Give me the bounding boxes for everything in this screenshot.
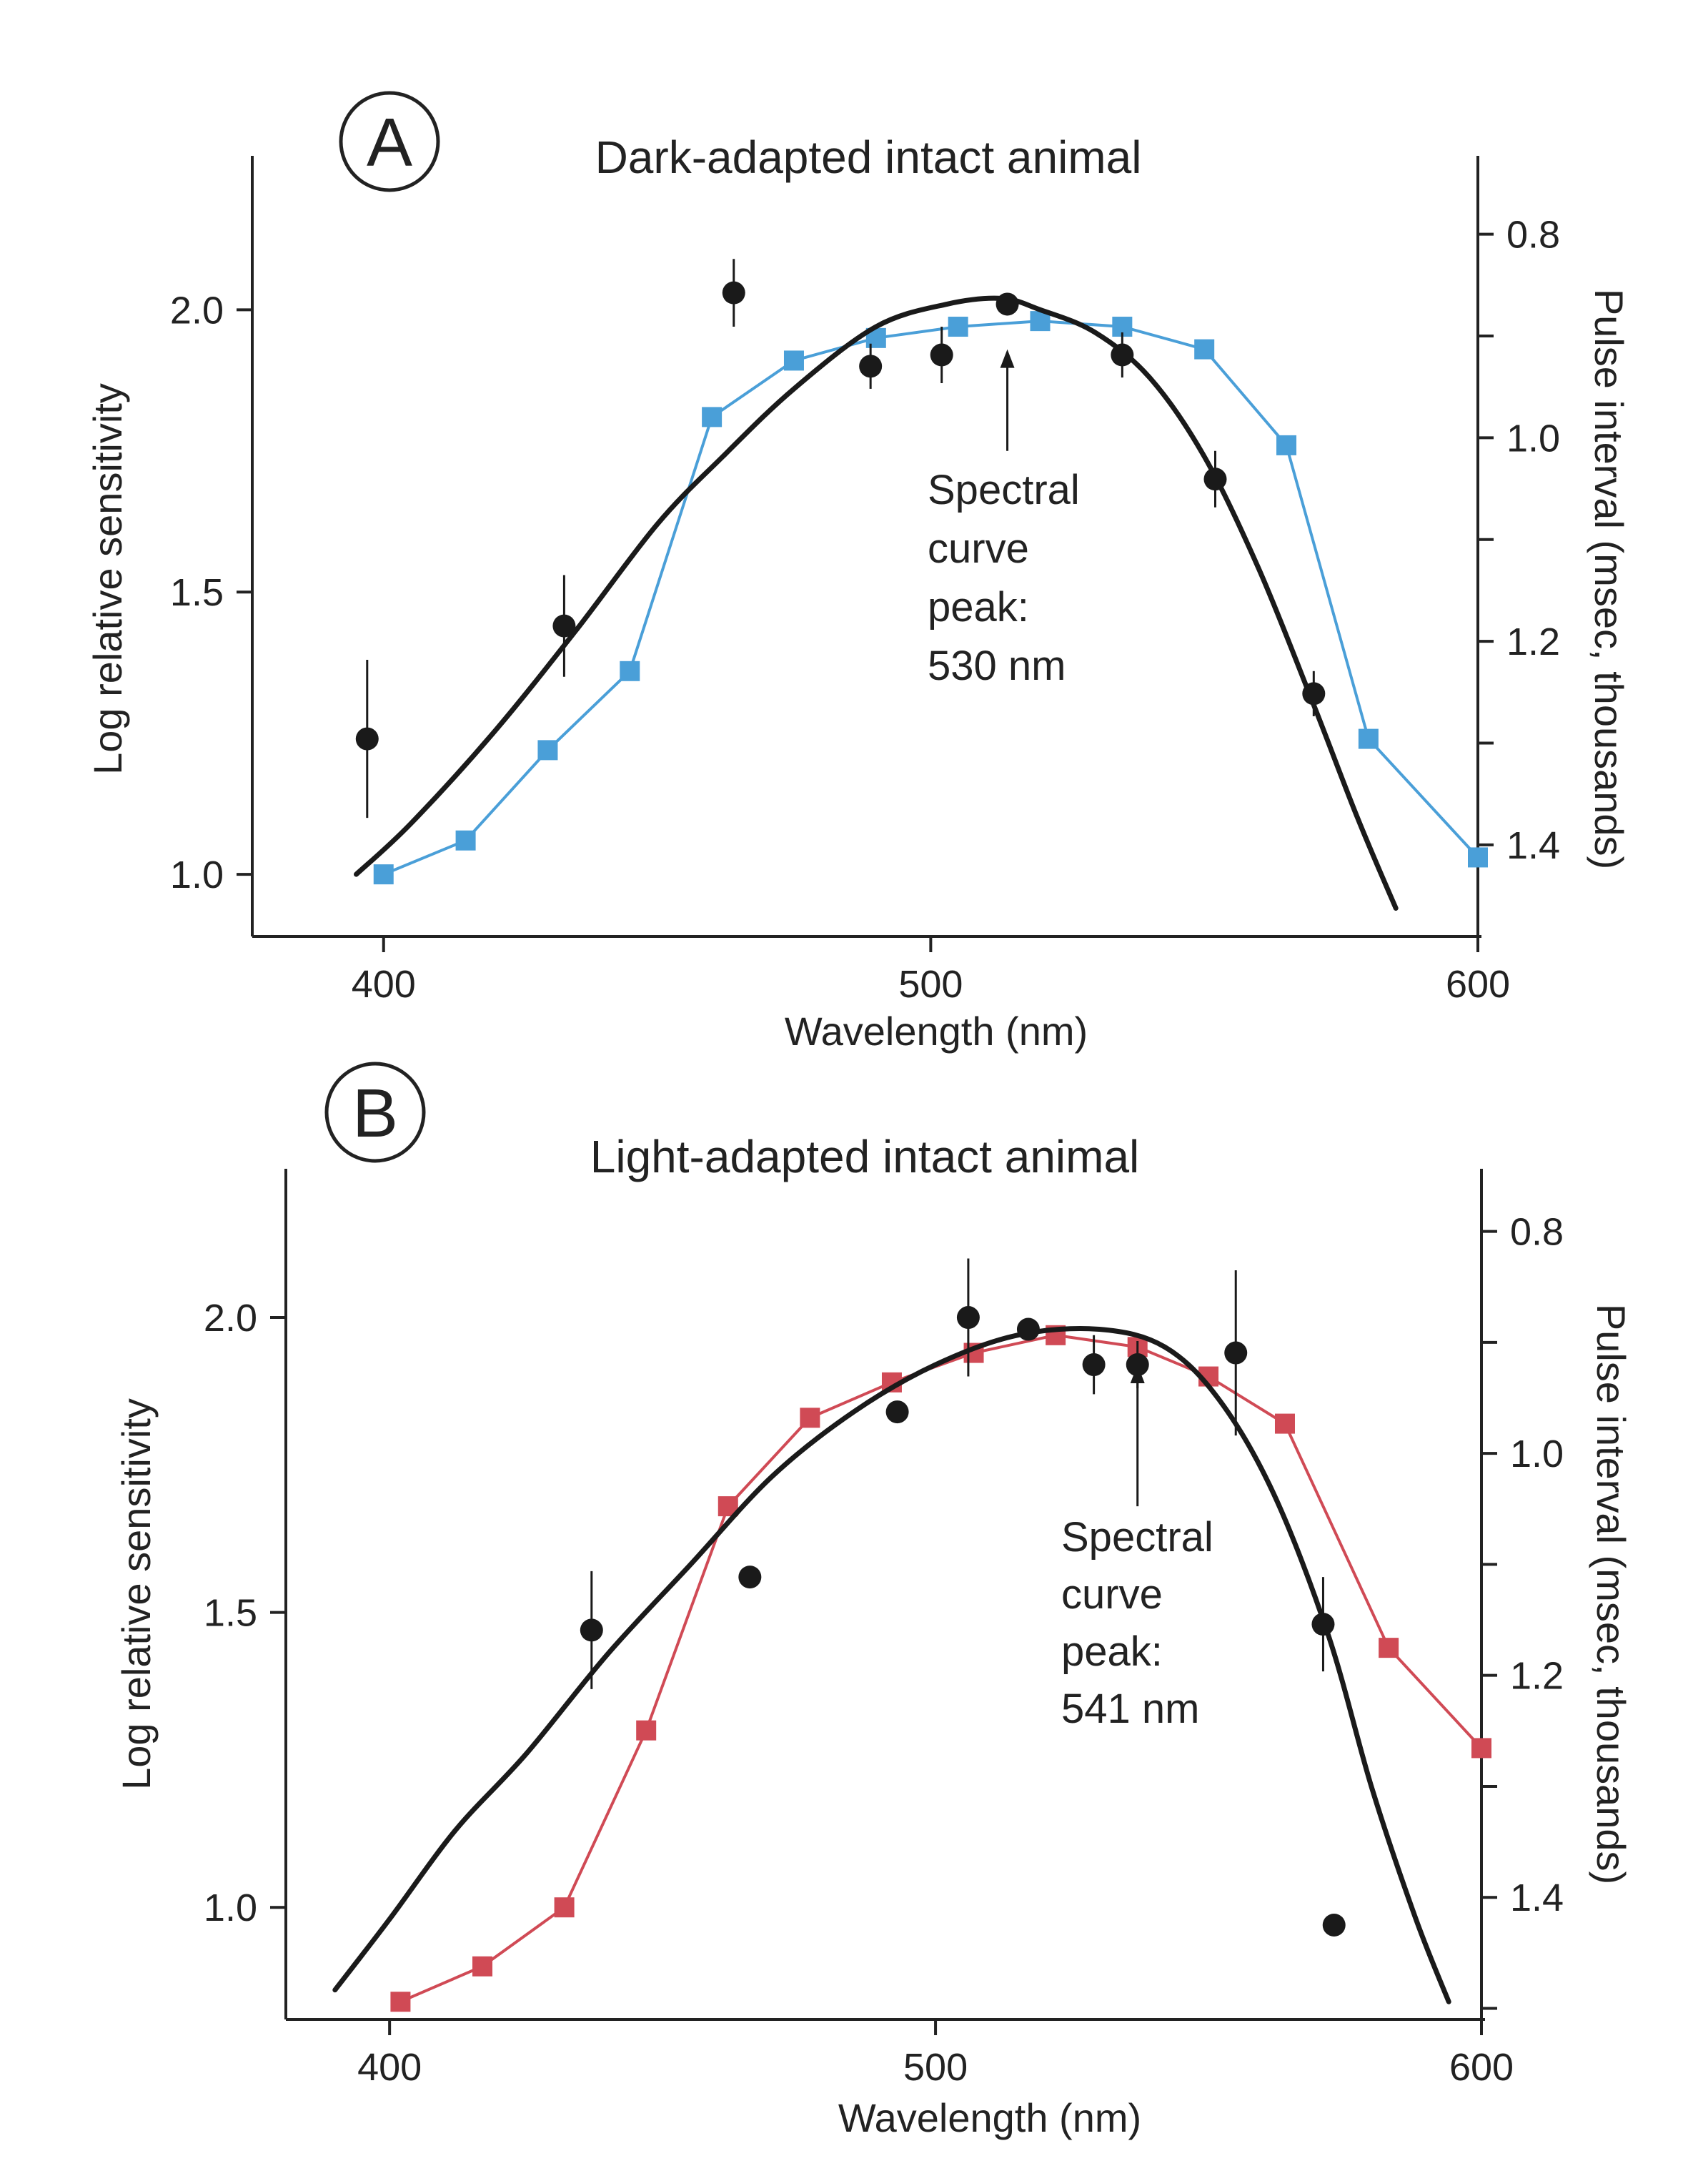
panel-b-sensitivity-point	[1224, 1341, 1248, 1365]
panel-a-sensitivity-point	[355, 727, 379, 751]
panel-b-annotation-arrow-head	[1130, 1365, 1145, 1384]
panel-b-sensitivity-point	[1322, 1913, 1346, 1937]
panel-b-chart: B Light-adapted intact animal Log relati…	[114, 1062, 1634, 2140]
panel-a-sensitivity-point	[859, 355, 883, 378]
panel-b-ylabel: Log relative sensitivity	[114, 1398, 159, 1790]
panel-b-sensitivity-point	[738, 1566, 762, 1589]
panel-b-y-tick-label: 1.5	[204, 1592, 257, 1635]
panel-a-y2-tick-label: 1.0	[1506, 417, 1560, 460]
panel-a-ylabel: Log relative sensitivity	[85, 383, 130, 775]
panel-b-pulse-interval-marker	[636, 1720, 657, 1741]
panel-b-annotation-line-3: peak:	[1061, 1628, 1163, 1675]
panel-a-y-tick-label: 2.0	[170, 289, 224, 332]
panel-b-pulse-interval-marker	[800, 1408, 820, 1428]
panel-a-pulse-interval-marker	[455, 830, 476, 851]
panel-a-sensitivity-point	[1203, 468, 1227, 491]
panel-a-pulse-interval-marker	[1468, 847, 1488, 868]
panel-a-sensitivity-point	[1302, 682, 1326, 706]
panel-b-pulse-interval-marker	[1471, 1738, 1491, 1759]
panel-b-x-tick-label: 400	[357, 2046, 422, 2089]
panel-b-annotation-line-1: Spectral	[1061, 1514, 1213, 1561]
panel-b-sensitivity-point	[885, 1400, 909, 1424]
panel-b-y2-tick-label: 0.8	[1510, 1211, 1564, 1254]
panel-b-sensitivity-point	[1311, 1613, 1335, 1636]
panel-b-sensitivity-point	[956, 1306, 980, 1330]
panel-a-y-tick-label: 1.0	[170, 854, 224, 896]
panel-b-spectral-curve	[332, 1325, 1451, 2004]
panel-a-axes: 400 500 600 1.0 1.5 2.0 0.8 1.0 1.2 1.4	[170, 156, 1560, 1006]
panel-a-x-tick-label: 500	[898, 963, 963, 1006]
panel-a-pulse-interval-marker	[1358, 728, 1379, 749]
panel-b-letter-group: B	[324, 1062, 426, 1163]
panel-b-annotation-arrow	[1130, 1365, 1145, 1507]
panel-a-sensitivity-point	[995, 292, 1019, 316]
panel-a-annotation-line-1: Spectral	[928, 467, 1080, 513]
panel-a-pulse-interval-marker	[1276, 435, 1297, 455]
panel-a-letter: A	[367, 104, 412, 181]
panel-b-annotation-line-2: curve	[1061, 1571, 1163, 1618]
panel-a-sensitivity-points	[355, 259, 1326, 819]
panel-a-y2-tick-label: 0.8	[1506, 214, 1560, 257]
panel-b-sensitivity-point	[580, 1618, 603, 1642]
panel-a-pulse-interval-marker	[948, 317, 968, 337]
panel-a-pulse-interval-marker	[1194, 339, 1215, 360]
panel-a-pulse-interval-marker	[537, 740, 558, 761]
panel-b-pulse-interval-marker	[1379, 1638, 1399, 1658]
panel-b-x-tick-label: 500	[903, 2046, 968, 2089]
panel-a-sensitivity-point	[722, 281, 745, 305]
panel-a-title: Dark-adapted intact animal	[595, 132, 1142, 183]
panel-b-pulse-interval-series	[390, 1325, 1491, 2012]
panel-b-annotation-line-4: 541 nm	[1061, 1686, 1199, 1732]
panel-a-y2label: Pulse interval (msec, thousands)	[1587, 289, 1632, 869]
panel-b-y2-tick-label: 1.4	[1510, 1876, 1564, 1919]
panel-b-letter: B	[352, 1075, 398, 1152]
panel-a-x-tick-label: 400	[352, 963, 416, 1006]
panel-b-sensitivity-point	[1016, 1317, 1040, 1341]
panel-a-sensitivity-point	[1111, 343, 1134, 367]
panel-b-y-tick-label: 1.0	[204, 1886, 257, 1929]
panel-a-y2-tick-label: 1.4	[1506, 824, 1560, 867]
panel-a-annotation-arrow	[1000, 349, 1015, 451]
panel-b-sensitivity-point	[1082, 1353, 1106, 1377]
panel-b-title: Light-adapted intact animal	[590, 1131, 1140, 1182]
panel-a-sensitivity-point	[930, 343, 953, 367]
panel-b-sensitivity-points	[580, 1258, 1346, 1937]
panel-b-pulse-interval-marker	[390, 1992, 411, 2012]
panel-a-chart: A Dark-adapted intact animal Log relativ…	[85, 91, 1632, 1054]
panel-b-y-tick-label: 2.0	[204, 1297, 257, 1340]
panel-a-annotation-line-3: peak:	[928, 584, 1029, 630]
panel-a-pulse-interval-marker	[620, 661, 640, 681]
panel-b-pulse-interval-marker	[554, 1897, 575, 1918]
panel-a-xlabel: Wavelength (nm)	[785, 1009, 1088, 1054]
panel-b-y2-tick-label: 1.2	[1510, 1655, 1564, 1698]
panel-a-spectral-curve	[354, 295, 1399, 911]
panel-b-axes: 400 500 600 1.0 1.5 2.0 0.8 1.0 1.2 1.4	[204, 1169, 1564, 2089]
panel-b-pulse-interval-marker	[1274, 1413, 1295, 1434]
panel-a-letter-circle	[339, 91, 440, 192]
panel-b-letter-circle	[324, 1062, 426, 1163]
panel-a-pulse-interval-marker	[783, 350, 804, 371]
panel-a-y2-tick-label: 1.2	[1506, 620, 1560, 663]
panel-b-pulse-interval-marker	[472, 1956, 493, 1977]
panel-b-xlabel: Wavelength (nm)	[838, 2095, 1141, 2140]
panel-a-annotation-line-2: curve	[928, 525, 1029, 572]
panel-b-y2-tick-label: 1.0	[1510, 1433, 1564, 1475]
panel-b-y2label: Pulse interval (msec, thousands)	[1589, 1304, 1634, 1884]
panel-b-x-tick-label: 600	[1449, 2046, 1514, 2089]
panel-a-pulse-interval-line	[383, 320, 1479, 876]
panel-a-y-tick-label: 1.5	[170, 571, 224, 614]
panel-a-annotation-arrow-head	[1000, 349, 1015, 368]
panel-a-letter-group: A	[339, 91, 440, 192]
panel-a-sensitivity-point	[552, 614, 576, 638]
panel-a-annotation: Spectral curve peak: 530 nm	[928, 467, 1080, 689]
panel-a-x-tick-label: 600	[1446, 963, 1510, 1006]
panel-a-annotation-line-4: 530 nm	[928, 643, 1066, 689]
panel-a-pulse-interval-marker	[373, 864, 394, 885]
panel-a-pulse-interval-marker	[702, 407, 723, 427]
panel-b-annotation: Spectral curve peak: 541 nm	[1061, 1514, 1213, 1732]
